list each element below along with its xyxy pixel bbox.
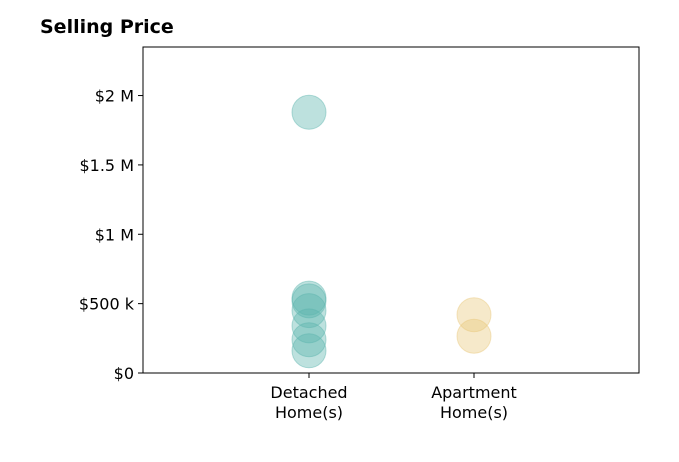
y-tick-label: $0 [114,364,134,383]
x-tick-label: Apartment [431,383,517,402]
x-tick-label: Home(s) [440,403,508,422]
data-point [456,297,492,333]
data-point [291,283,327,319]
y-tick-label: $2 M [95,87,134,106]
data-points [291,94,492,369]
data-point [291,333,327,369]
x-tick-label: Detached [270,383,347,402]
data-point [291,94,327,130]
data-point [456,318,492,354]
data-point [291,308,327,344]
data-point [291,280,327,316]
y-axis: $0 $500 k $1 M $1.5 M $2 M [79,87,143,383]
data-point [291,293,327,329]
x-tick-label: Home(s) [275,403,343,422]
data-point [291,322,327,358]
y-tick-label: $1.5 M [79,156,134,175]
y-tick-label: $1 M [95,225,134,244]
plot-area-frame [142,46,640,374]
y-tick-label: $500 k [79,295,135,314]
chart-title: Selling Price [40,16,174,38]
